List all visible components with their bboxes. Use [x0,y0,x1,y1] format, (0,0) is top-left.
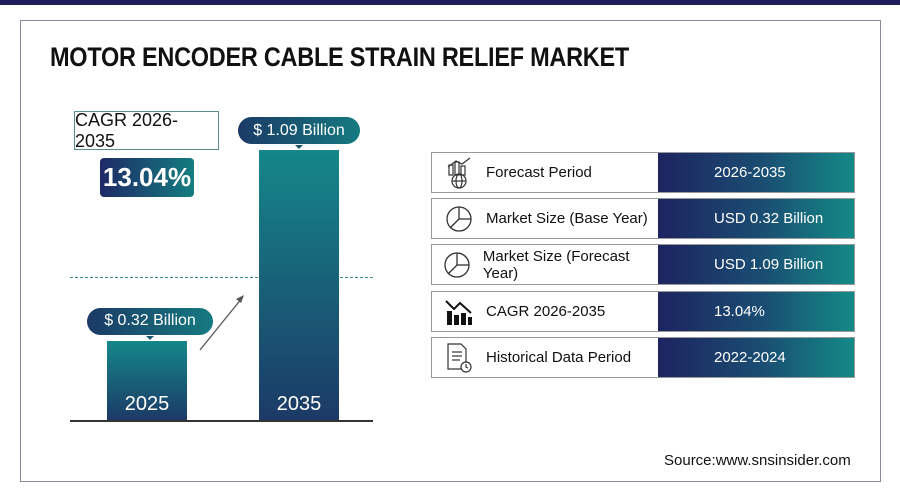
bar-2025: 2025 [107,340,187,420]
row-label-cell: CAGR 2026-2035 [432,292,658,331]
row-value: USD 0.32 Billion [658,199,854,238]
row-value: USD 1.09 Billion [658,245,854,284]
document-clock-icon [432,342,486,374]
bar-chart-down-icon [432,297,486,327]
info-row: Market Size (Forecast Year) USD 1.09 Bill… [431,244,855,285]
row-label: Forecast Period [486,164,592,181]
cagr-value: 13.04% [100,158,194,197]
row-label: CAGR 2026-2035 [486,303,606,320]
row-label: Historical Data Period [486,349,632,366]
pie-chart-icon [432,250,483,280]
row-label-cell: Forecast Period [432,153,658,192]
growth-arrow-icon [199,295,244,351]
top-bar [0,0,900,5]
row-label-cell: Market Size (Base Year) [432,199,658,238]
frame [20,20,881,482]
cagr-label: CAGR 2026-2035 [74,110,219,151]
data-label-2035: $ 1.09 Billion [238,117,360,149]
row-label-cell: Historical Data Period [432,338,658,377]
info-row: Forecast Period 2026-2035 [431,152,855,193]
x-axis [70,420,373,422]
info-row: Market Size (Base Year) USD 0.32 Billion [431,198,855,239]
chart-globe-icon [432,157,486,189]
row-label: Market Size (Base Year) [486,210,648,227]
row-value: 2022-2024 [658,338,854,377]
row-label-cell: Market Size (Forecast Year) [432,245,658,284]
source-text: Source:www.snsinsider.com [664,452,851,469]
info-row: Historical Data Period 2022-2024 [431,337,855,378]
row-value: 13.04% [658,292,854,331]
reference-dashed-line [70,277,373,278]
page-title: MOTOR ENCODER CABLE STRAIN RELIEF MARKET [50,42,629,72]
info-row: CAGR 2026-2035 13.04% [431,291,855,332]
row-value: 2026-2035 [658,153,854,192]
bar-2035: 2035 [259,150,339,420]
pie-chart-icon [432,204,486,234]
data-label-2025: $ 0.32 Billion [87,307,213,340]
row-label: Market Size (Forecast Year) [482,247,630,282]
